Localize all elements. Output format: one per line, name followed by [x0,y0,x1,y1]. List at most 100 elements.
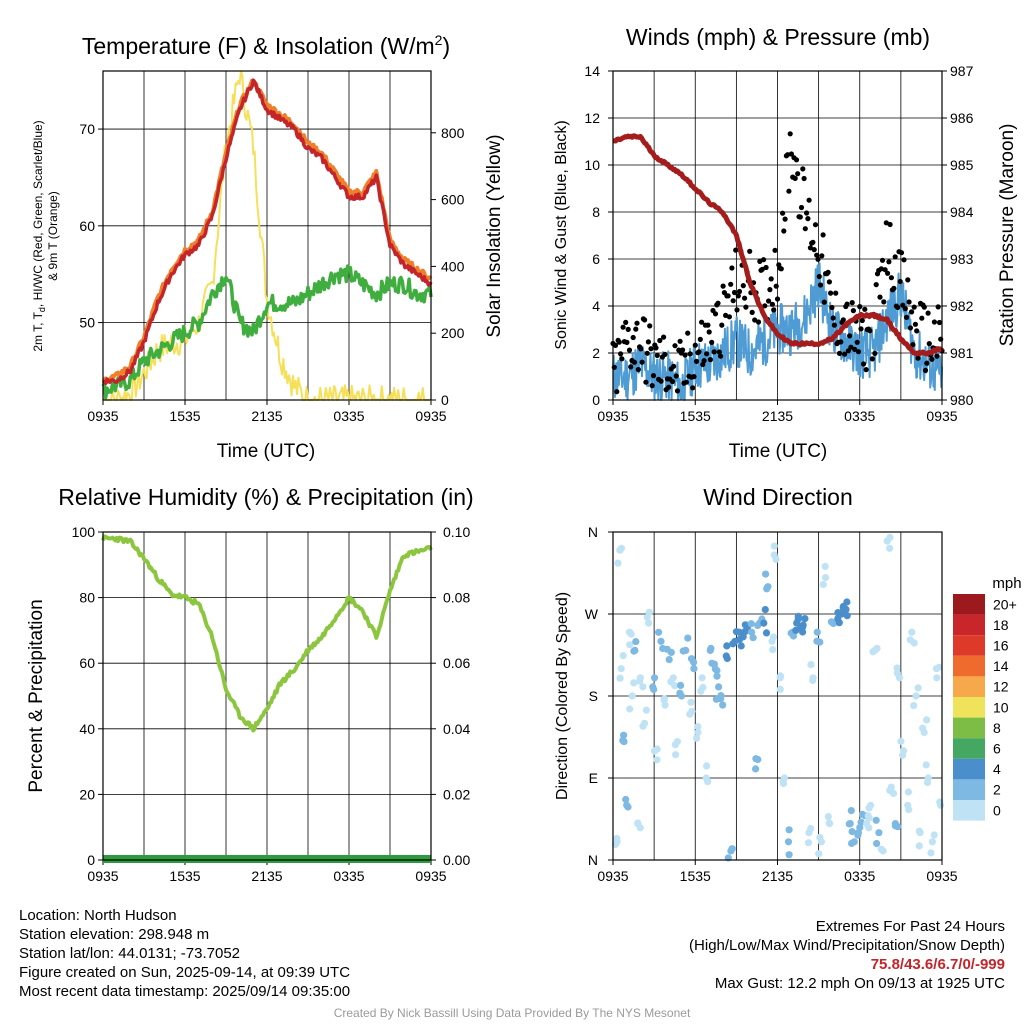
gust-point [886,259,892,265]
precipitation-y2-tick-label: 0.04 [443,721,470,737]
colorbar-swatch [953,800,985,821]
gust-point [624,339,630,345]
gust-point [674,388,681,394]
series-station-pressure-line [611,133,945,357]
gust-point [697,336,703,342]
winds-y-tick-label: 10 [584,157,600,173]
direction-point [653,756,661,764]
gust-point [828,290,834,296]
direction-point [614,559,622,567]
direction-point [719,701,727,709]
direction-point [752,765,760,773]
pressure-y2-tick-label: 980 [950,392,974,408]
gust-point [662,351,668,357]
direction-point [872,816,880,824]
gust-point [801,175,807,182]
colorbar-swatch [953,738,985,759]
direction-point [630,679,638,687]
max-gust: Max Gust: 12.2 mph On 09/13 at 1925 UTC [714,975,1005,992]
gust-point [715,300,721,306]
direction-point [684,634,692,642]
gust-point [847,333,853,339]
direction-point [930,831,938,839]
humidity-y-tick-label: 60 [79,655,95,671]
gust-point [897,278,903,285]
direction-point [762,629,771,637]
colorbar-label: 20+ [993,596,1017,612]
gust-point [925,310,931,316]
colorbar-swatch [953,614,985,636]
direction-point [699,683,707,692]
direction-point [728,845,736,853]
winds-y-tick-label: 8 [592,204,600,220]
gust-point [763,264,769,271]
gust-point [634,320,640,326]
gust-point [736,288,743,295]
station-latlon: Station lat/lon: 44.0131; -73.7052 [19,945,241,962]
colorbar-label: 6 [993,741,1001,757]
direction-point [617,544,626,552]
gust-point [934,353,940,359]
gust-point [819,253,825,259]
humidity-panel-title: Relative Humidity (%) & Precipitation (i… [58,484,473,510]
gust-point [649,383,655,389]
gust-point [687,351,693,357]
direction-point [848,839,856,848]
direction-point [752,755,760,763]
direction-point [747,628,756,636]
direction-point [776,685,784,694]
gust-point [633,326,639,332]
gust-point [705,322,711,328]
gust-point [892,254,898,260]
gust-point [935,304,941,310]
gust-point [685,330,691,336]
colorbar-label: 0 [993,802,1001,818]
gust-point [787,131,793,137]
colorbar-swatch [953,676,985,697]
pressure-right-axis-label: Station Pressure (Maroon) [997,124,1018,347]
insolation-y2-tick-label: 600 [441,192,465,208]
direction-point [639,722,647,730]
direction-point [886,533,894,542]
direction-point [688,707,696,716]
series-2m-t-line [101,78,433,386]
direction-point [927,849,935,857]
direction-point [935,663,943,671]
gust-point [771,307,777,313]
pressure-y2-tick-label: 981 [950,345,974,361]
temperature-x-axis-label: Time (UTC) [217,441,316,462]
direction-y-tick-label: N [588,524,598,540]
gust-point [657,337,663,344]
gust-point [902,306,908,312]
direction-point [643,613,651,621]
series-td-line [101,264,433,400]
gust-point [915,355,921,361]
direction-point [630,647,638,655]
winds-x-tick-label: 0935 [597,408,628,424]
colorbar-label: 10 [993,699,1009,715]
gust-point [682,352,688,358]
gust-point [696,349,702,355]
gust-point [772,247,778,253]
gust-point [850,308,857,314]
gust-point [815,256,821,262]
direction-point [636,824,644,832]
insolation-right-axis-label: Solar Insolation (Yellow) [484,134,505,337]
gust-point [768,276,774,282]
gust-point [888,275,895,281]
temperature-x-tick-label: 0335 [333,408,364,424]
direction-point [698,674,706,682]
direction-point [636,677,644,685]
colorbar-label: 8 [993,720,1001,736]
direction-point [777,672,785,680]
direction-point [747,620,755,628]
gust-point [729,265,735,271]
direction-point [693,734,701,742]
gust-point [728,281,734,287]
direction-point [676,689,684,697]
gust-point [885,270,891,276]
direction-point [650,674,659,682]
direction-point [815,850,823,858]
gust-point [867,328,873,334]
direction-point [933,674,941,682]
